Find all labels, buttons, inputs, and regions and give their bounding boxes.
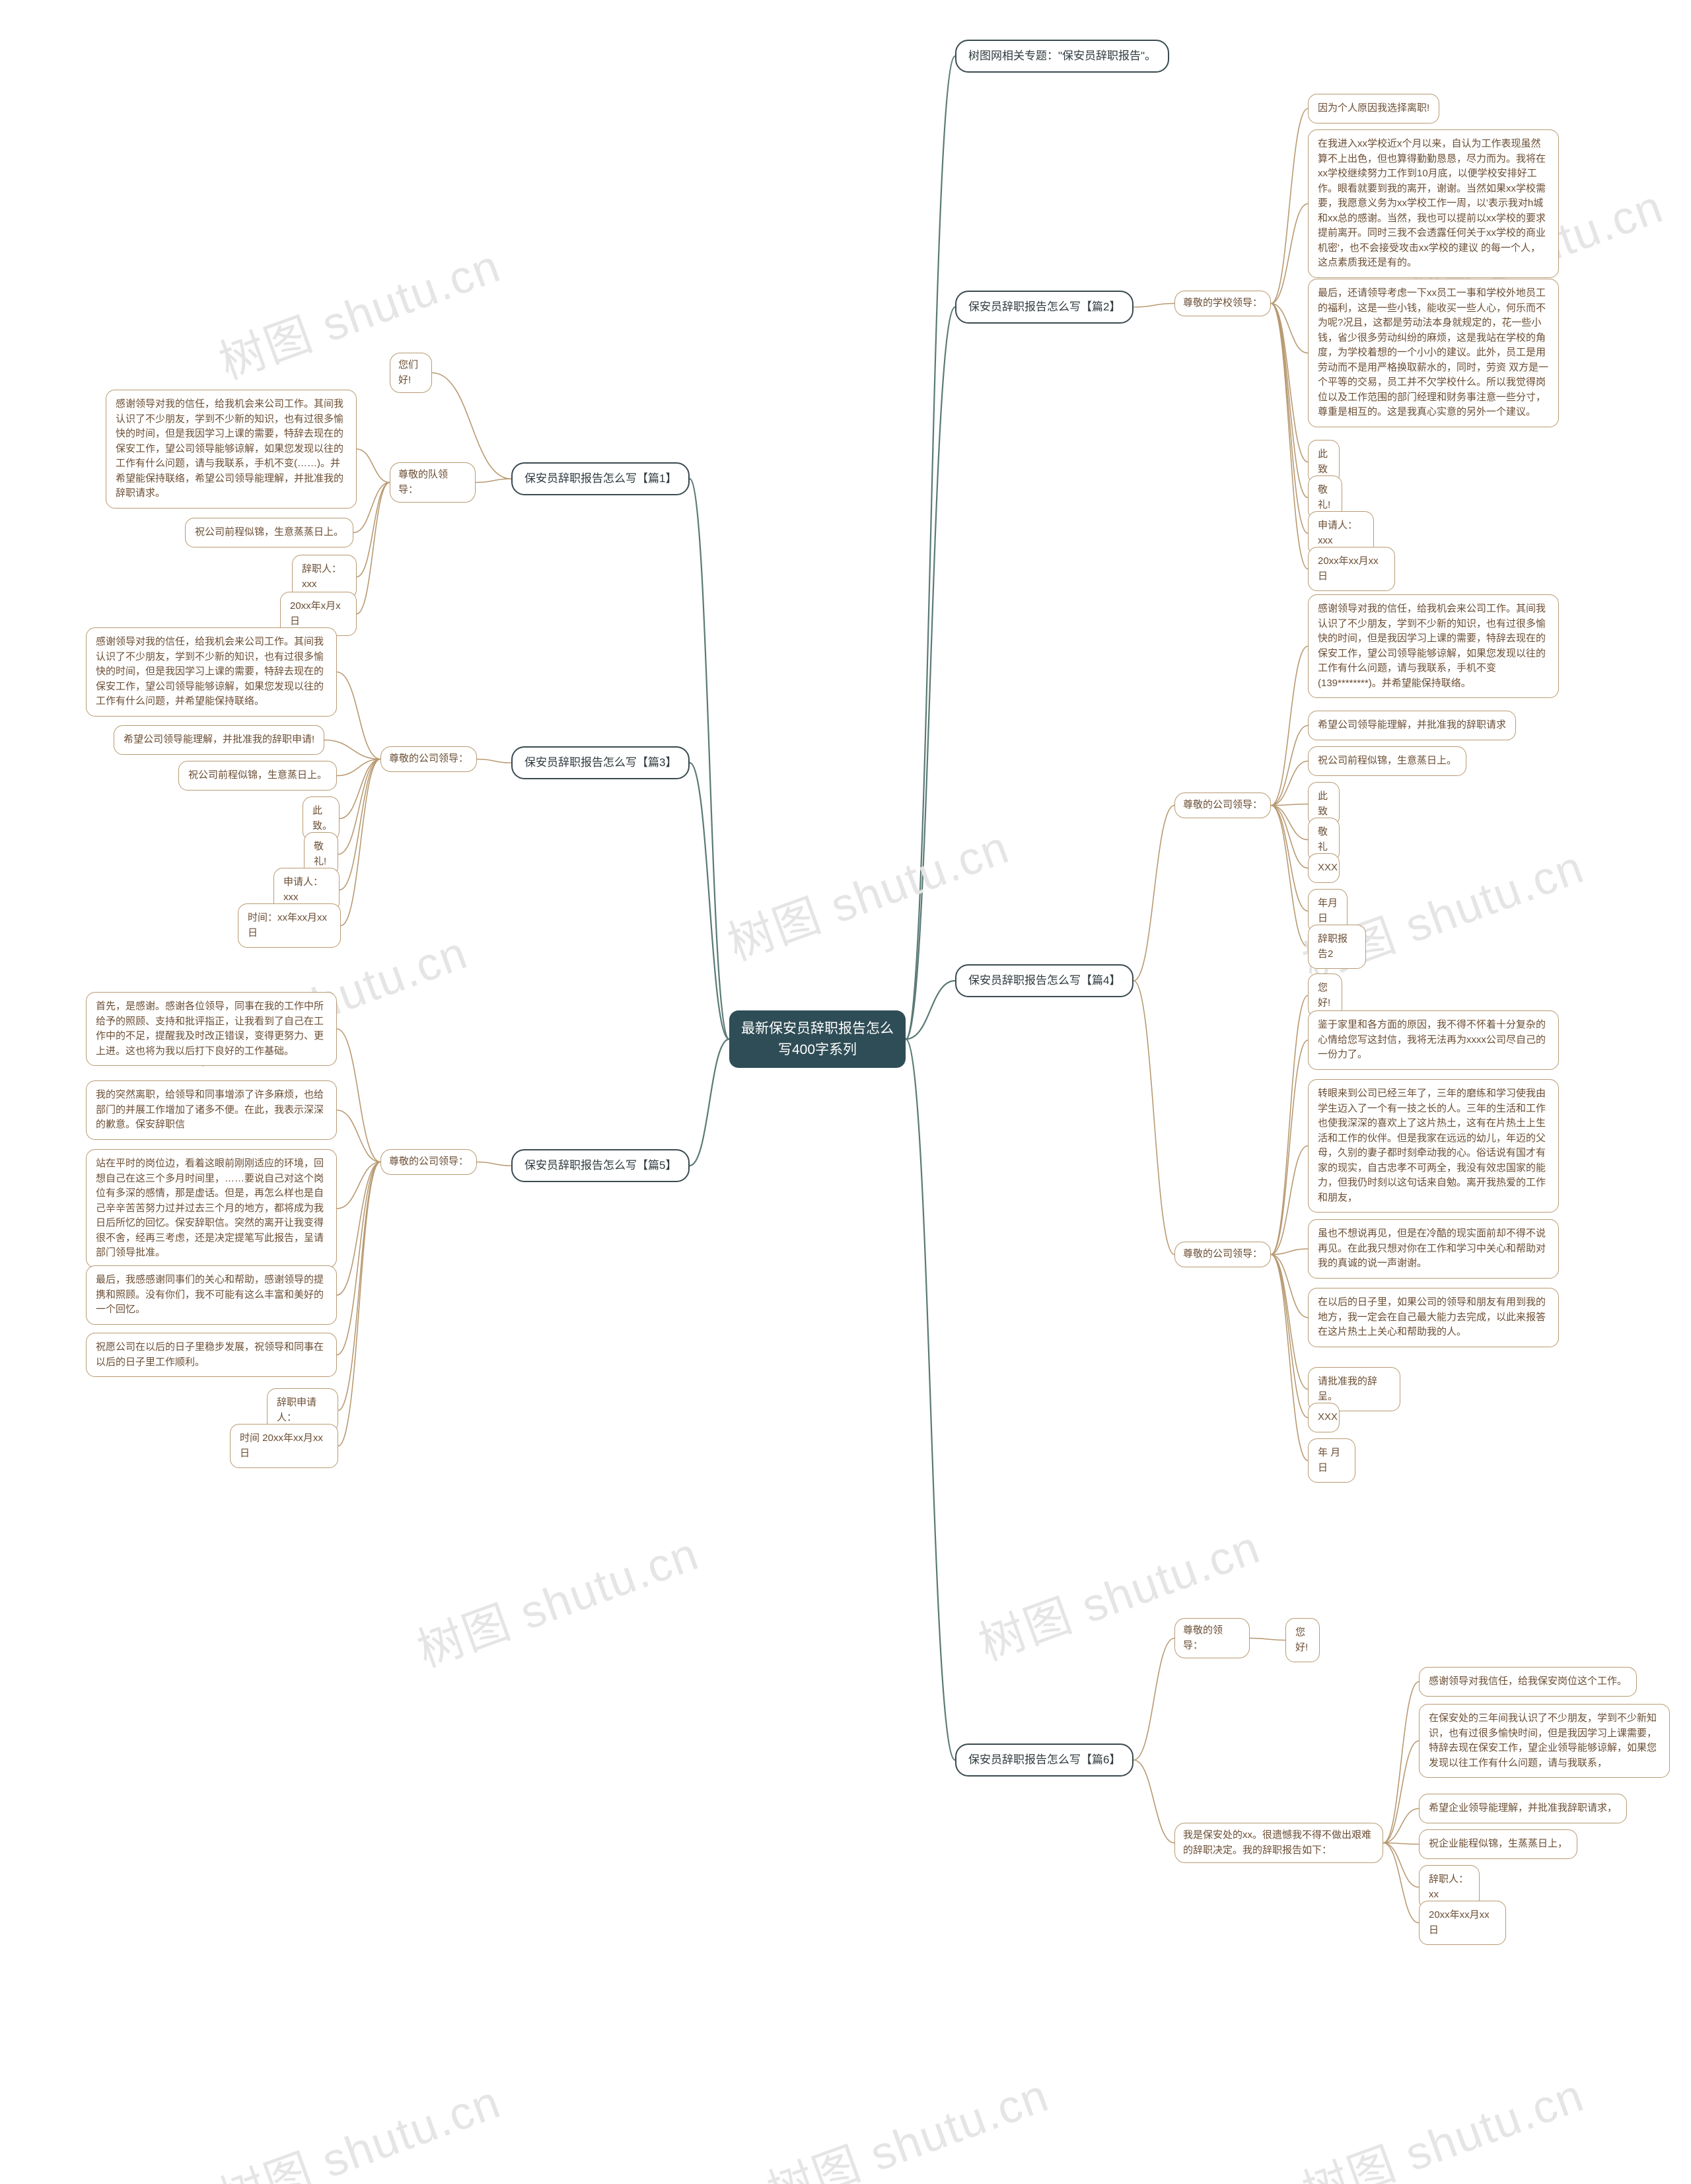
leaf-node: 最后，我感感谢同事们的关心和帮助，感谢领导的提携和照顾。没有你们，我不可能有这么… — [86, 1265, 337, 1325]
leaf-node: 感谢领导对我的信任，给我机会来公司工作。其间我认识了不少朋友，学到不少新的知识，… — [1308, 594, 1559, 698]
leaf-node: 20xx年xx月xx日 — [1308, 547, 1395, 591]
leaf-node: 祝企业能程似锦，生蒸蒸日上， — [1419, 1829, 1577, 1859]
leaf-node: 20xx年xx月xx日 — [1419, 1901, 1506, 1945]
branch-node: 保安员辞职报告怎么写【篇2】 — [955, 291, 1133, 324]
leaf-node: 鉴于家里和各方面的原因，我不得不怀着十分复杂的心情给您写这封信，我将无法再为xx… — [1308, 1010, 1559, 1070]
watermark: 树图 shutu.cn — [407, 1517, 707, 1680]
sub-node: 我是保安处的xx。很遗憾我不得不做出艰难的辞职决定。我的辞职报告如下： — [1174, 1823, 1383, 1863]
branch-node: 保安员辞职报告怎么写【篇1】 — [511, 462, 690, 495]
watermark: 树图 shutu.cn — [717, 810, 1017, 973]
sub-node: 尊敬的领导： — [1174, 1618, 1250, 1658]
leaf-node: 辞职报告2 — [1308, 925, 1366, 969]
leaf-node: 在以后的日子里，如果公司的领导和朋友有用到我的地方，我一定会在自己最大能力去完成… — [1308, 1288, 1559, 1347]
leaf-node: 希望企业领导能理解，并批准我辞职请求， — [1419, 1794, 1627, 1823]
leaf-node: 感谢领导对我信任，给我保安岗位这个工作。 — [1419, 1667, 1637, 1697]
leaf-node: 站在平时的岗位边，看着这眼前刚刚适应的环境，回想自己在这三个多月时间里，……要说… — [86, 1149, 337, 1268]
watermark: 树图 shutu.cn — [757, 2059, 1057, 2184]
leaf-node: 时间：xx年xx月xx日 — [238, 903, 341, 948]
leaf-node: 转眼来到公司已经三年了，三年的磨练和学习使我由学生迈入了一个有一技之长的人。三年… — [1308, 1079, 1559, 1213]
watermark: 树图 shutu.cn — [209, 2065, 509, 2184]
sub-node: 尊敬的公司领导： — [1174, 1242, 1271, 1267]
branch-node: 保安员辞职报告怎么写【篇3】 — [511, 746, 690, 779]
leaf-node: 祝愿公司在以后的日子里稳步发展，祝领导和同事在以后的日子里工作顺利。 — [86, 1333, 337, 1377]
leaf-node: 希望公司领导能理解，并批准我的辞职申请! — [114, 725, 324, 755]
leaf-node: 您好! — [1285, 1618, 1320, 1662]
watermark: 树图 shutu.cn — [1292, 2059, 1592, 2184]
sub-node: 尊敬的队领导： — [390, 462, 476, 503]
root-node: 最新保安员辞职报告怎么 写400字系列 — [729, 1010, 906, 1068]
leaf-node: 祝公司前程似锦，生意蒸日上。 — [1308, 746, 1466, 776]
leaf-node: 年 月 日 — [1308, 1438, 1355, 1483]
leaf-node: 虽也不想说再见，但是在冷酷的现实面前却不得不说再见。在此我只想对你在工作和学习中… — [1308, 1219, 1559, 1279]
watermark: 树图 shutu.cn — [209, 229, 509, 392]
branch-node: 保安员辞职报告怎么写【篇4】 — [955, 964, 1133, 997]
sub-node: 您们好! — [390, 353, 432, 393]
leaf-node: 祝公司前程似锦，生意蒸日上。 — [178, 761, 337, 791]
mindmap-stage: 树图 shutu.cn 树图 shutu.cn 树图 shutu.cn 树图 shut… — [0, 0, 1691, 2184]
leaf-node: XXX — [1308, 853, 1340, 883]
sub-node: 尊敬的学校领导： — [1174, 291, 1271, 316]
leaf-node: 感谢领导对我的信任，给我机会来公司工作。其间我认识了不少朋友，学到不少新的知识，… — [106, 390, 357, 509]
leaf-node: 在我进入xx学校近x个月以来，自认为工作表现虽然算不上出色，但也算得勤勤恳恳，尽… — [1308, 129, 1559, 278]
branch-node: 保安员辞职报告怎么写【篇5】 — [511, 1149, 690, 1182]
branch-node: 保安员辞职报告怎么写【篇6】 — [955, 1744, 1133, 1777]
sub-node: 尊敬的公司领导： — [380, 746, 477, 772]
leaf-node: 我的突然离职，给领导和同事增添了许多麻烦，也给部门的并展工作增加了诸多不便。在此… — [86, 1080, 337, 1140]
leaf-node: 因为个人原因我选择离职! — [1308, 94, 1439, 123]
leaf-node: 首先，是感谢。感谢各位领导，同事在我的工作中所给予的照顾、支持和批评指正，让我看… — [86, 992, 337, 1066]
sub-node: 尊敬的公司领导： — [1174, 793, 1271, 818]
leaf-node: 希望公司领导能理解，并批准我的辞职请求 — [1308, 711, 1516, 740]
leaf-node: 感谢领导对我的信任，给我机会来公司工作。其间我认识了不少朋友，学到不少新的知识，… — [86, 627, 337, 717]
leaf-node: 祝公司前程似锦，生意蒸蒸日上。 — [185, 518, 353, 547]
leaf-node: 在保安处的三年间我认识了不少朋友，学到不少新知识，也有过很多愉快时间，但是我因学… — [1419, 1704, 1670, 1778]
leaf-node: 时间 20xx年xx月xx日 — [230, 1424, 338, 1468]
sub-node: 尊敬的公司领导： — [380, 1149, 477, 1175]
leaf-node: XXX — [1308, 1403, 1340, 1432]
branch-node: 树图网相关专题："保安员辞职报告"。 — [955, 40, 1169, 73]
leaf-node: 最后，还请领导考虑一下xx员工一事和学校外地员工的福利，这是一些小钱，能收买一些… — [1308, 279, 1559, 427]
